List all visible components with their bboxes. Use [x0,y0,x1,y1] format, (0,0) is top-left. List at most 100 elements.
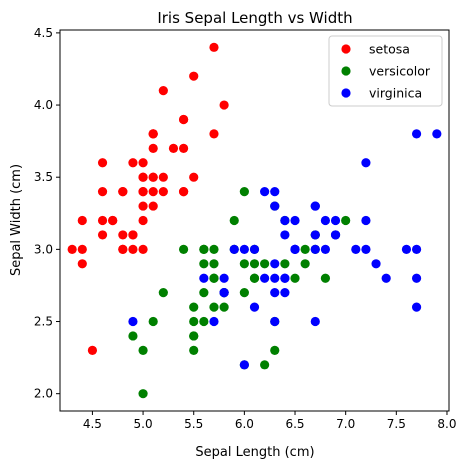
legend-marker-virginica [341,88,351,98]
point-versicolor-39 [189,316,199,327]
point-setosa-21 [148,143,158,153]
point-setosa-23 [148,201,158,211]
x-tick-label: 7.5 [387,417,406,431]
point-setosa-8 [77,259,87,269]
y-tick-label: 4.0 [34,98,53,112]
point-setosa-35 [138,215,148,226]
point-virginica-49 [229,244,239,254]
point-virginica-36 [270,187,280,197]
legend-marker-setosa [341,44,351,54]
x-axis-ticks: 4.5 5.0 5.5 6.0 6.5 7.0 7.5 8.0 [83,411,457,431]
point-setosa-24 [118,187,128,197]
point-setosa-37 [128,158,138,168]
point-virginica-6 [128,316,138,327]
point-virginica-19 [239,360,249,370]
point-virginica-9 [361,158,371,168]
point-versicolor-13 [249,259,260,269]
point-versicolor-43 [138,345,148,355]
point-setosa-47 [97,215,108,226]
point-virginica-20 [330,215,341,226]
point-versicolor-9 [158,288,168,298]
point-setosa-13 [67,244,77,254]
point-setosa-17 [148,172,158,182]
y-axis-label: Sepal Width (cm) [9,164,24,276]
x-tick-label: 5.5 [184,417,203,431]
point-setosa-48 [168,143,179,153]
point-virginica-37 [280,230,290,240]
point-virginica-26 [260,273,270,283]
point-virginica-23 [270,288,280,298]
x-axis-label: Sepal Length (cm) [195,445,314,460]
point-virginica-47 [290,244,300,254]
point-virginica-10 [290,215,300,226]
point-setosa-16 [178,114,189,125]
point-setosa-42 [77,215,87,226]
point-versicolor-19 [199,316,209,327]
point-setosa-36 [189,172,199,182]
point-setosa-3 [97,230,108,240]
point-setosa-46 [148,129,158,139]
point-versicolor-33 [239,288,249,298]
point-virginica-42 [219,288,229,298]
point-versicolor-4 [290,273,300,283]
point-versicolor-44 [199,288,209,298]
point-setosa-6 [97,187,108,197]
point-versicolor-18 [260,360,270,370]
point-virginica-0 [270,201,280,211]
point-versicolor-3 [189,345,199,355]
point-setosa-18 [209,129,219,139]
points-layer [67,42,442,399]
x-tick-label: 6.0 [235,417,254,431]
point-versicolor-25 [300,244,310,254]
point-virginica-33 [270,273,280,283]
point-versicolor-34 [178,244,189,254]
point-setosa-45 [118,244,128,254]
point-virginica-30 [381,273,391,283]
point-versicolor-40 [189,302,199,312]
chart-title: Iris Sepal Length vs Width [157,9,352,27]
point-setosa-22 [97,158,108,168]
point-versicolor-8 [300,259,310,269]
point-setosa-15 [209,42,219,52]
point-virginica-13 [209,316,219,327]
series-setosa [67,42,229,355]
point-virginica-5 [401,244,412,254]
point-setosa-34 [128,230,138,240]
point-virginica-35 [411,244,422,254]
legend: setosa versicolor virginica [328,35,443,107]
point-virginica-40 [310,230,320,240]
point-virginica-18 [411,302,422,312]
point-virginica-7 [371,259,381,269]
point-setosa-43 [138,172,148,182]
point-versicolor-29 [209,302,219,312]
point-setosa-28 [158,187,168,197]
point-versicolor-23 [249,273,260,283]
point-virginica-2 [351,244,361,254]
y-axis-ticks: 2.0 2.5 3.0 3.5 4.0 4.5 [34,26,60,401]
point-versicolor-7 [128,331,138,341]
point-versicolor-24 [280,259,290,269]
point-versicolor-28 [239,259,249,269]
point-versicolor-48 [148,316,158,327]
y-tick-label: 4.5 [34,26,53,40]
y-tick-label: 3.5 [34,170,53,184]
point-setosa-10 [178,143,189,153]
point-virginica-8 [310,316,320,327]
point-virginica-11 [280,288,290,298]
point-versicolor-49 [209,273,219,283]
point-versicolor-37 [270,345,280,355]
point-setosa-27 [158,172,168,182]
point-setosa-4 [138,158,148,168]
point-virginica-27 [249,244,260,254]
point-setosa-38 [77,244,87,254]
point-setosa-26 [138,187,148,197]
point-versicolor-26 [320,273,331,283]
point-versicolor-14 [199,259,209,269]
point-setosa-29 [108,215,118,226]
point-setosa-39 [148,187,158,197]
point-versicolor-47 [260,259,270,269]
point-virginica-17 [411,129,422,139]
point-virginica-22 [411,273,422,283]
y-tick-label: 2.0 [34,387,53,401]
